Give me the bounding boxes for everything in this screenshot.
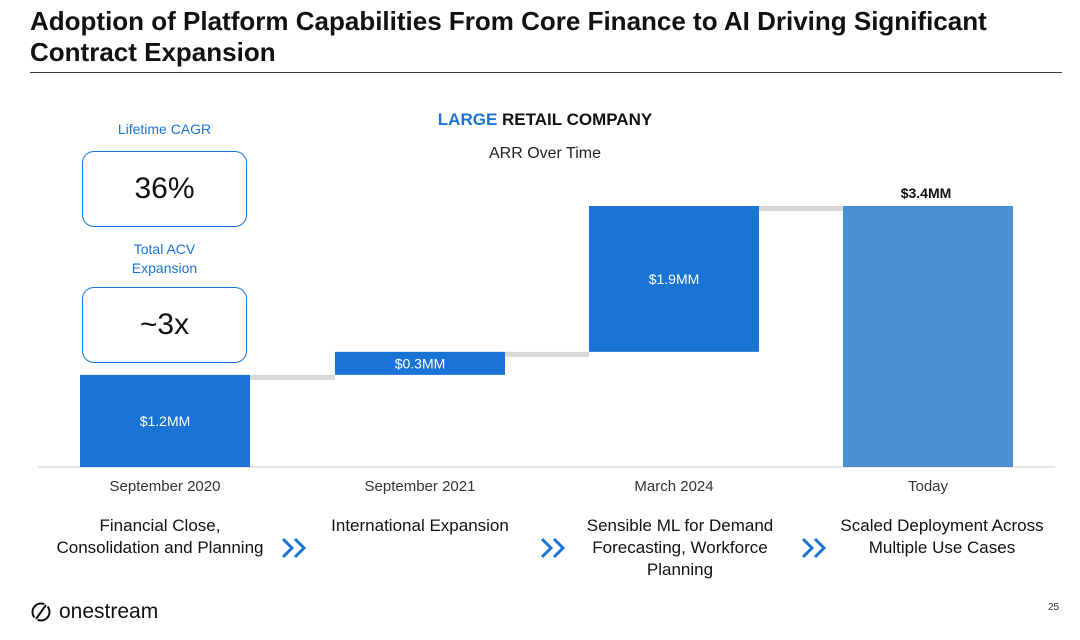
bar-3 <box>589 206 759 352</box>
x-tick-label-3: March 2024 <box>634 478 713 495</box>
double-chevron-right-icon <box>801 537 827 559</box>
page-number: 25 <box>1048 602 1060 613</box>
bar-value-label-4: $3.4MM <box>901 185 952 201</box>
chart-title-rest: RETAIL COMPANY <box>502 110 653 129</box>
stage-label-3: Sensible ML for Demand Forecasting, Work… <box>586 516 774 579</box>
double-chevron-right-icon <box>281 537 307 559</box>
stage-label-2: International Expansion <box>331 516 509 535</box>
page-title: Adoption of Platform Capabilities From C… <box>30 6 987 67</box>
onestream-logo-icon <box>31 602 51 622</box>
chart-title-highlight: LARGE <box>437 110 498 129</box>
brand-logo: onestream <box>30 600 158 624</box>
connector-1 <box>250 374 335 380</box>
bar-1 <box>80 374 250 467</box>
bar-value-label-1: $1.2MM <box>140 413 191 429</box>
double-chevron-right-icon <box>540 537 566 559</box>
kpi-cagr-value: 36% <box>134 172 195 205</box>
bar-2 <box>335 351 505 375</box>
kpi-acv-label: Total ACV Expansion <box>131 241 198 276</box>
bar-value-label-3: $1.9MM <box>649 271 700 287</box>
chart-title: LARGE RETAIL COMPANY <box>380 110 710 130</box>
stage-label-4: Scaled Deployment Across Multiple Use Ca… <box>840 516 1044 557</box>
brand-name: onestream <box>59 600 159 623</box>
bar-value-label-2: $0.3MM <box>395 355 446 371</box>
kpi-cagr-label: Lifetime CAGR <box>117 121 212 137</box>
bar-4 <box>843 206 1013 467</box>
connector-3 <box>759 206 843 211</box>
title-divider <box>30 72 1062 73</box>
kpi-acv-value: ~3x <box>139 308 190 341</box>
kpi-acv-box: ~3x <box>82 287 247 363</box>
kpi-cagr-box: 36% <box>82 151 247 227</box>
connector-2 <box>505 351 589 357</box>
x-tick-label-1: September 2020 <box>110 478 221 495</box>
x-tick-label-2: September 2021 <box>365 478 476 495</box>
stage-label-1: Financial Close, Consolidation and Plann… <box>56 516 264 557</box>
chart-subtitle: ARR Over Time <box>488 145 601 162</box>
x-tick-label-4: Today <box>908 478 949 495</box>
